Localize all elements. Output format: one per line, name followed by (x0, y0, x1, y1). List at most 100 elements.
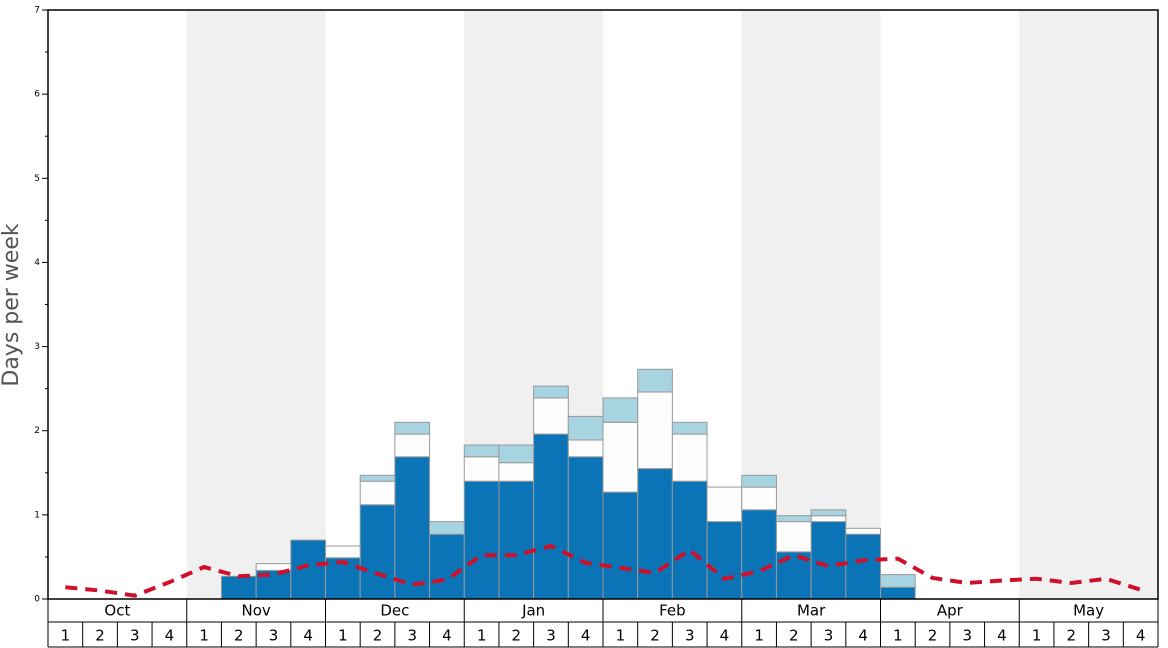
bar-segment (671, 480, 708, 600)
x-tick-label: 3 (824, 627, 834, 645)
bar-segment (602, 397, 639, 423)
y-tick-label: 6 (34, 90, 40, 100)
month-band (1019, 10, 1158, 599)
x-tick-label: 1 (199, 627, 209, 645)
x-tick-label: 2 (1067, 627, 1077, 645)
bar-segment (533, 397, 569, 435)
x-tick-label: 2 (95, 627, 105, 645)
bar-segment (359, 504, 396, 600)
bar-segment (706, 521, 743, 600)
x-tick-label: 2 (373, 627, 383, 645)
bar-segment (775, 521, 812, 553)
x-tick-label: 1 (754, 627, 764, 645)
x-tick-label: 1 (338, 627, 348, 645)
bar-segment (671, 421, 708, 435)
bar-segment (463, 456, 500, 482)
month-label: Oct (104, 602, 130, 620)
y-tick-label: 1 (34, 510, 40, 520)
bar-segment (775, 515, 812, 523)
bar-segment (394, 421, 431, 435)
x-tick-label: 4 (997, 627, 1007, 645)
bar-segment (498, 462, 535, 482)
x-tick-label: 4 (442, 627, 452, 645)
x-tick-label: 3 (546, 627, 556, 645)
y-tick-label: 0 (34, 595, 40, 605)
x-tick-label: 1 (893, 627, 903, 645)
month-label: Jan (521, 602, 545, 620)
bar-segment (498, 444, 535, 464)
bar-segment (429, 533, 465, 600)
month-label: Dec (380, 602, 409, 620)
x-tick-label: 1 (1032, 627, 1042, 645)
month-label: Apr (937, 602, 964, 620)
bar-segment (220, 575, 257, 600)
x-tick-label: 1 (477, 627, 487, 645)
x-tick-label: 3 (269, 627, 279, 645)
x-tick-label: 2 (650, 627, 660, 645)
x-tick-label: 4 (303, 627, 313, 645)
bar-segment (637, 391, 673, 470)
y-tick-label: 4 (34, 258, 40, 268)
bar-segment (533, 385, 569, 399)
bar-segment (741, 474, 777, 488)
x-tick-label: 4 (720, 627, 730, 645)
bar-segment (498, 480, 535, 600)
bar-segment (706, 486, 743, 523)
y-tick-label: 7 (34, 6, 40, 16)
x-tick-label: 3 (962, 627, 972, 645)
bar-segment (359, 480, 396, 506)
x-tick-label: 3 (685, 627, 695, 645)
bar-segment (637, 468, 673, 600)
month-band (186, 10, 326, 599)
y-tick-label: 3 (34, 342, 40, 352)
x-tick-label: 2 (234, 627, 244, 645)
y-axis-label: Days per week (0, 223, 24, 386)
bar-segment (533, 433, 569, 600)
month-label: Mar (797, 602, 826, 620)
month-label: May (1073, 602, 1104, 620)
bar-segment (394, 456, 431, 600)
bar-segment (463, 444, 500, 458)
bar-segment (463, 480, 500, 600)
bar-segment (394, 433, 431, 458)
x-tick-label: 1 (61, 627, 71, 645)
bar-segment (741, 486, 777, 511)
bar-segment (845, 527, 881, 535)
bar-segment (290, 539, 326, 600)
bar-segment (880, 574, 916, 588)
x-tick-label: 4 (165, 627, 175, 645)
bar-segment (567, 439, 604, 458)
x-tick-label: 4 (1136, 627, 1146, 645)
y-tick-label: 2 (34, 426, 40, 436)
x-tick-label: 2 (928, 627, 938, 645)
bar-segment (810, 521, 847, 600)
bar-segment (880, 586, 916, 600)
x-tick-label: 2 (789, 627, 799, 645)
x-tick-label: 4 (858, 627, 868, 645)
x-tick-label: 3 (1101, 627, 1111, 645)
bar-segment (637, 368, 673, 393)
bar-segment (741, 509, 777, 600)
bar-segment (325, 545, 361, 559)
x-tick-label: 1 (616, 627, 626, 645)
bar-segment (845, 533, 881, 600)
bar-segment (567, 415, 604, 441)
bar-segment (359, 474, 396, 482)
bar-segment (429, 521, 465, 535)
x-tick-label: 3 (130, 627, 140, 645)
bar-segment (671, 433, 708, 482)
y-tick-label: 5 (34, 174, 40, 184)
x-tick-label: 3 (407, 627, 417, 645)
bar-segment (602, 421, 639, 493)
bar-segment (810, 515, 847, 523)
month-label: Feb (659, 602, 686, 620)
trend-line (65, 543, 1142, 598)
x-tick-label: 4 (581, 627, 591, 645)
x-tick-label: 2 (512, 627, 522, 645)
month-label: Nov (241, 602, 270, 620)
bar-segment (255, 563, 292, 571)
bar-segment (810, 509, 847, 517)
bar-segment (602, 491, 639, 600)
